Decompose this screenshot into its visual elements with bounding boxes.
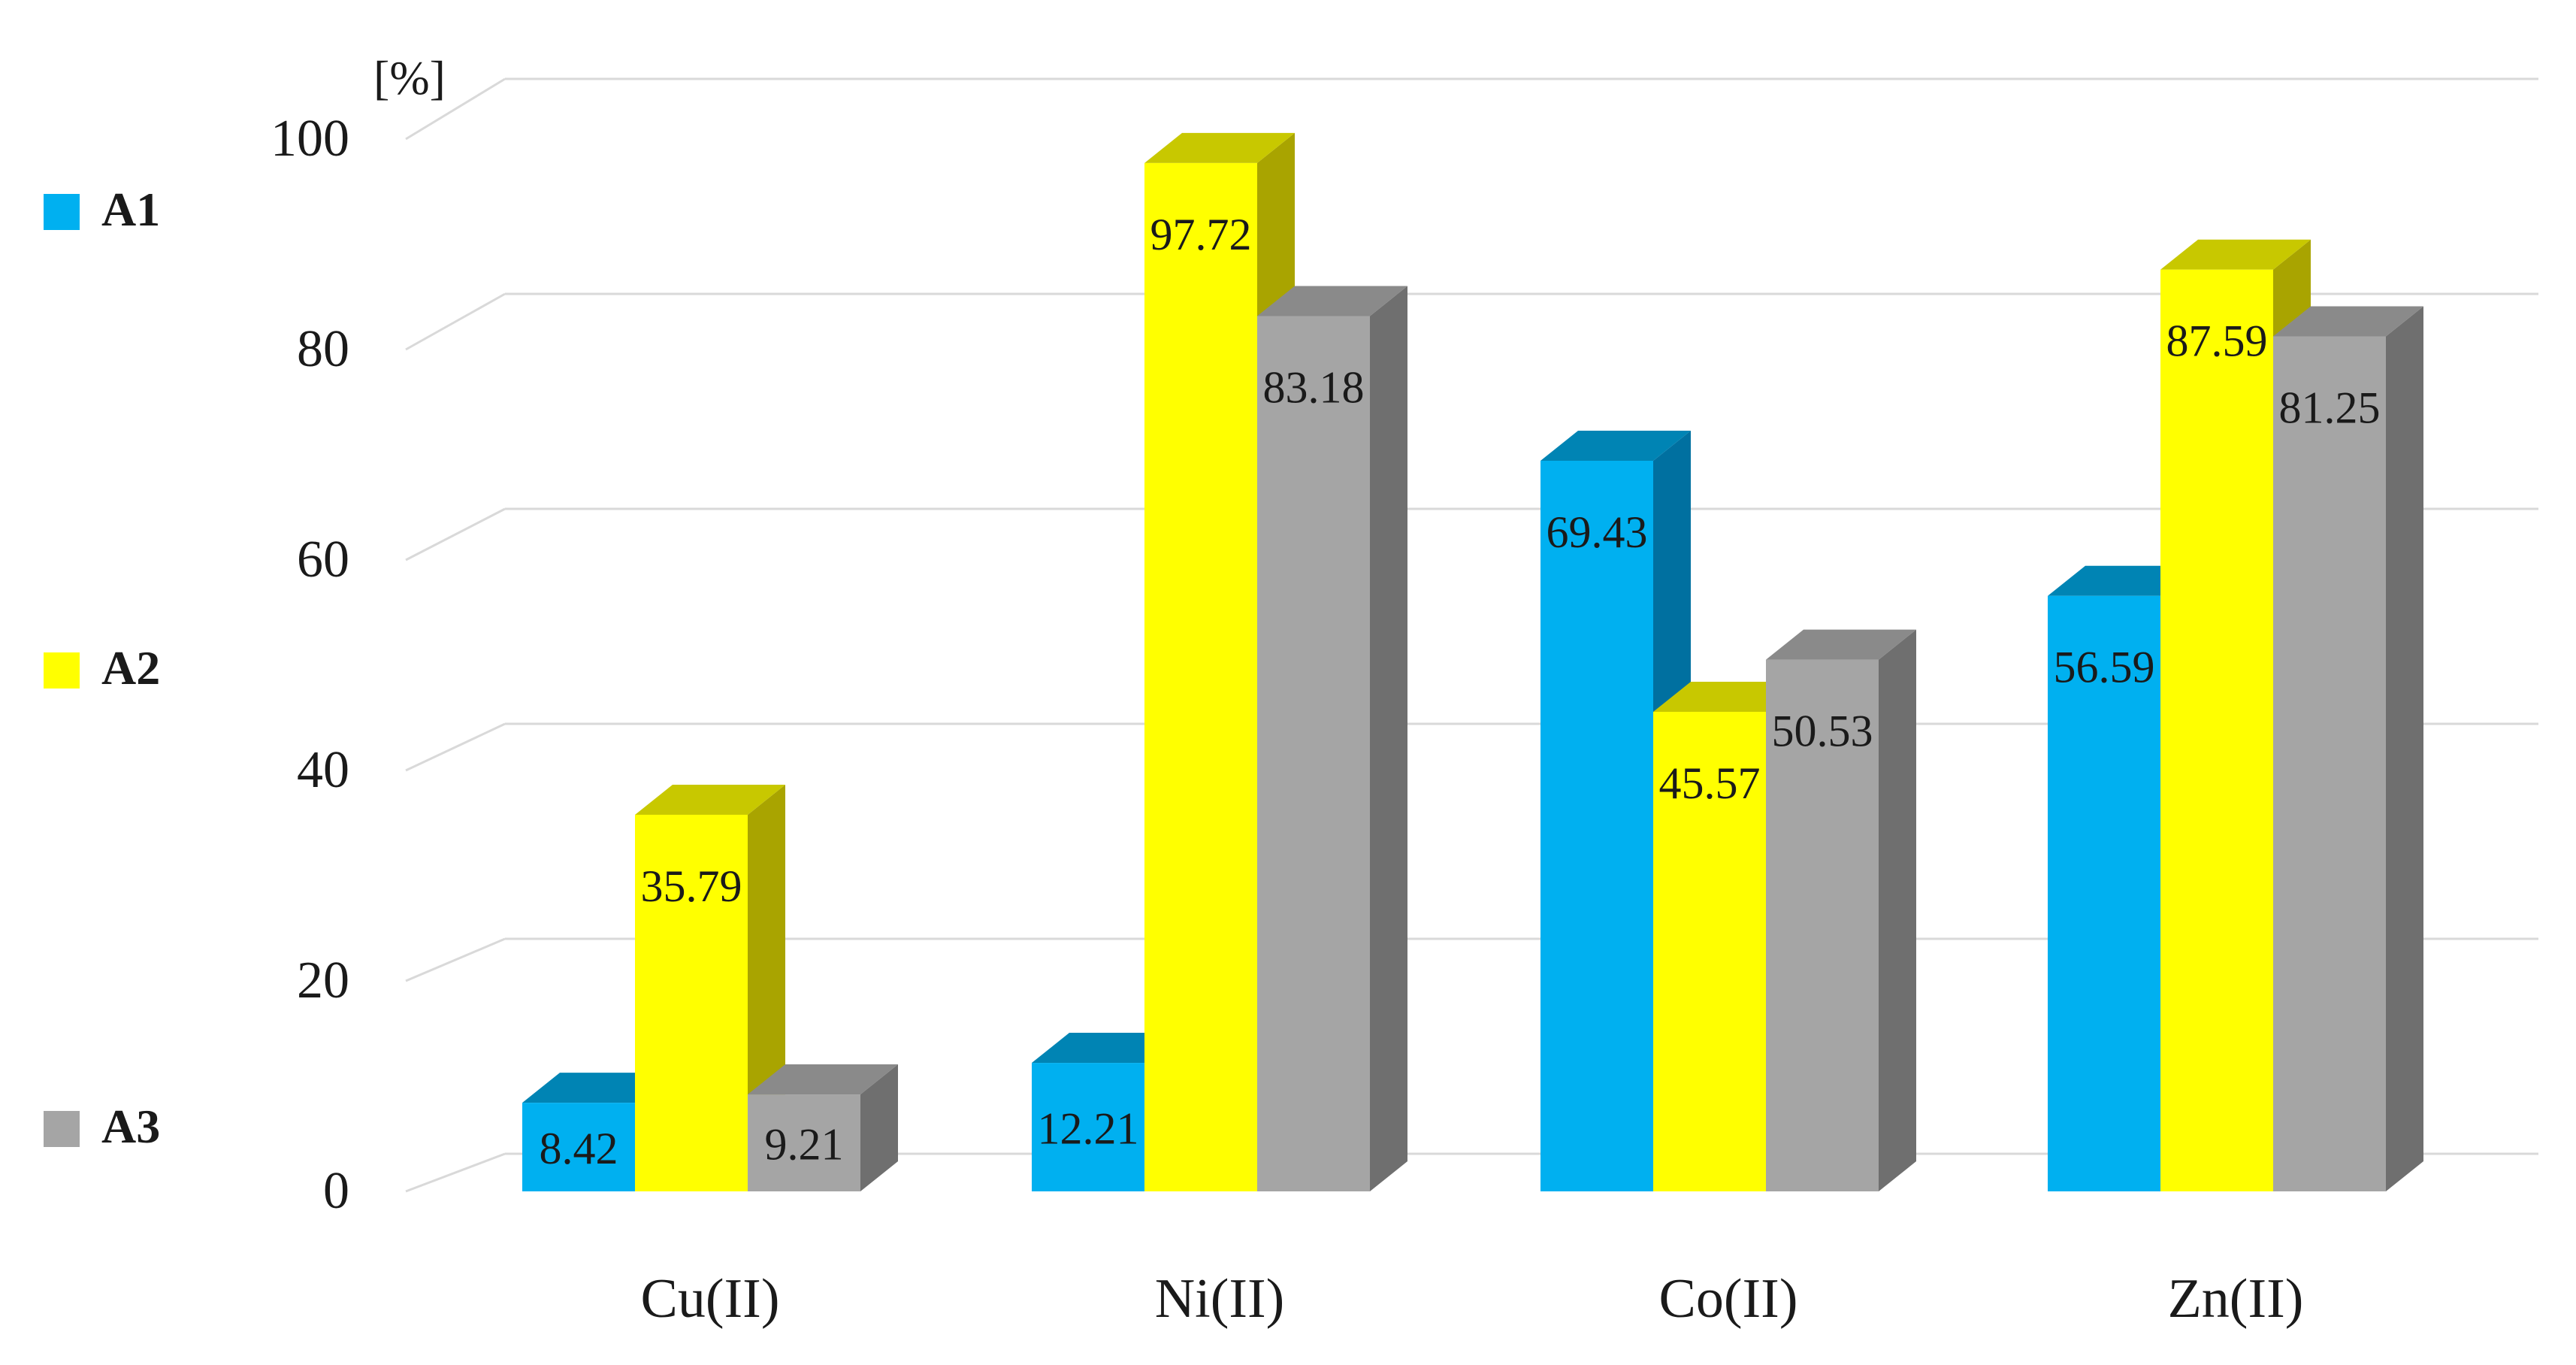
legend-label: A3 xyxy=(101,1100,160,1153)
bar-front xyxy=(2273,336,2386,1191)
legend-label: A2 xyxy=(101,641,160,695)
data-label: 81.25 xyxy=(2279,383,2381,433)
data-label: 12.21 xyxy=(1038,1104,1139,1154)
data-label: 9.21 xyxy=(765,1120,844,1170)
bar-front xyxy=(1257,316,1370,1192)
y-tick-label: 100 xyxy=(271,110,349,168)
data-label: 45.57 xyxy=(1659,758,1761,808)
gridline-diagonal xyxy=(405,77,506,141)
legend-swatch xyxy=(44,652,80,689)
x-category-label: Zn(II) xyxy=(2168,1268,2304,1330)
data-label: 8.42 xyxy=(540,1124,618,1173)
y-tick-label: 40 xyxy=(297,741,349,799)
legend-label: A1 xyxy=(101,183,160,236)
data-label: 83.18 xyxy=(1263,362,1365,412)
gridline-diagonal xyxy=(405,507,506,561)
data-label: 56.59 xyxy=(2054,643,2155,692)
bar-top xyxy=(748,1064,898,1095)
legend-swatch xyxy=(44,194,80,230)
bar-front xyxy=(522,1103,635,1191)
bar-top xyxy=(2160,239,2311,270)
y-tick-label: 0 xyxy=(323,1162,349,1220)
bar-front xyxy=(1766,659,1879,1191)
x-category-label: Co(II) xyxy=(1659,1268,1798,1330)
gridline-diagonal xyxy=(405,1152,506,1193)
data-label: 97.72 xyxy=(1150,210,1252,259)
bars xyxy=(522,132,2423,1192)
bar-front xyxy=(1144,162,1257,1191)
bar-top xyxy=(1144,132,1295,163)
legend: A1 A2 A3 xyxy=(44,183,160,1153)
y-tick-label: 20 xyxy=(297,952,349,1009)
bar-top xyxy=(635,784,785,815)
bar-front xyxy=(635,814,748,1191)
bar-side xyxy=(1370,286,1407,1192)
bar-top xyxy=(1540,430,1691,461)
gridline-diagonal xyxy=(405,292,506,351)
bar xyxy=(1257,286,1407,1192)
gridline-diagonal xyxy=(405,722,506,772)
x-axis-categories: Cu(II) Ni(II) Co(II) Zn(II) xyxy=(641,1268,2304,1330)
data-label: 35.79 xyxy=(641,861,742,911)
x-category-label: Ni(II) xyxy=(1155,1268,1285,1330)
bar-top xyxy=(2273,306,2423,337)
bar-front xyxy=(1032,1063,1144,1191)
bar-side xyxy=(1879,629,1916,1191)
data-labels: 8.42 35.79 9.21 12.21 97.72 83.18 69.43 45.5750… xyxy=(540,210,2381,1173)
y-tick-label: 60 xyxy=(297,531,349,589)
legend-item: A3 xyxy=(44,1100,160,1153)
legend-item: A1 xyxy=(44,183,160,236)
y-axis-unit-label: [%] xyxy=(373,51,446,104)
bar xyxy=(635,784,785,1191)
bar-top xyxy=(1766,629,1916,660)
data-label: 50.53 xyxy=(1772,707,1873,756)
bar-side xyxy=(2386,306,2423,1191)
bar-side xyxy=(860,1064,898,1191)
x-category-label: Cu(II) xyxy=(641,1268,780,1330)
legend-swatch xyxy=(44,1111,80,1147)
gridline-diagonal xyxy=(405,937,506,982)
bar xyxy=(748,1064,898,1191)
bar-front xyxy=(748,1094,860,1191)
y-tick-label: 80 xyxy=(297,320,349,378)
bar xyxy=(2273,306,2423,1191)
bar-front xyxy=(1653,712,1766,1191)
data-label: 69.43 xyxy=(1547,507,1648,557)
bar-front xyxy=(2048,595,2160,1191)
data-label: 87.59 xyxy=(2166,316,2268,366)
bar-front xyxy=(2160,269,2273,1191)
y-axis-ticks: 0 20 40 60 80 100 xyxy=(271,110,349,1220)
legend-item: A2 xyxy=(44,641,160,695)
bar-top xyxy=(1257,286,1407,316)
bar xyxy=(1766,629,1916,1191)
bar-front xyxy=(1540,460,1653,1191)
